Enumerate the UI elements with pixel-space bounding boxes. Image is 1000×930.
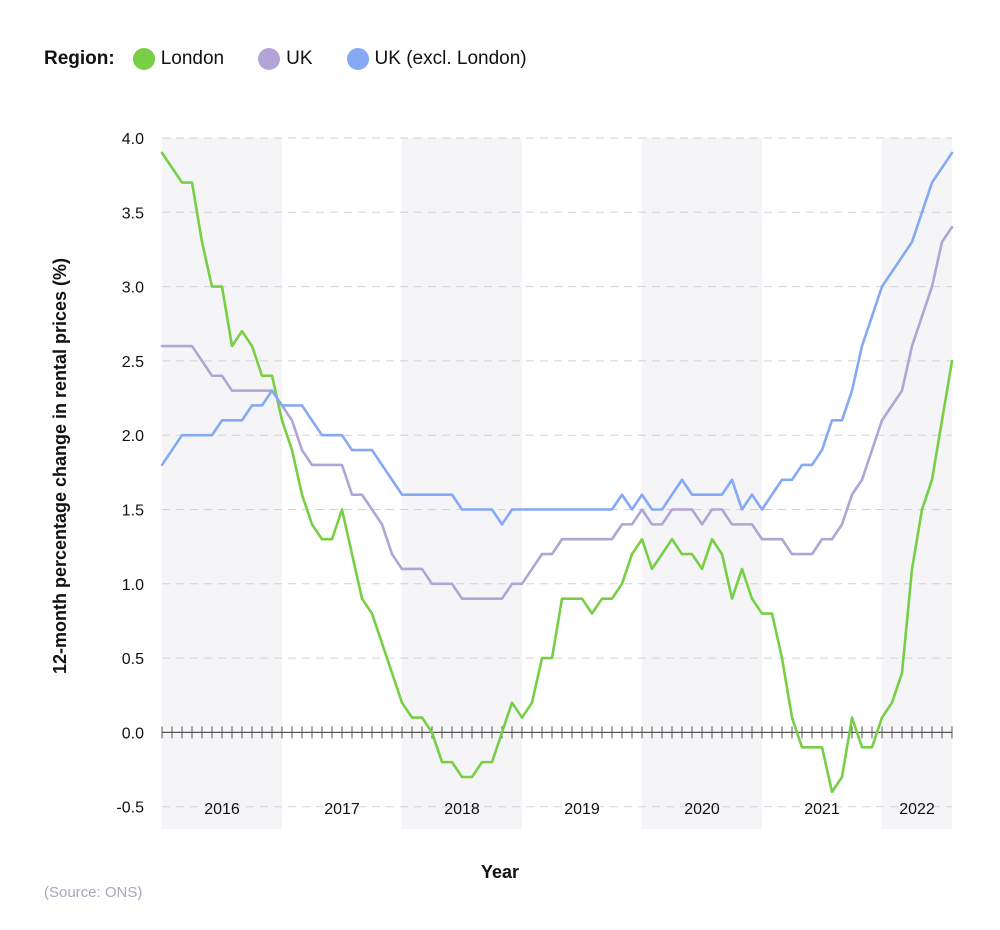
series-line-london (160, 151, 954, 794)
y-tick-label: 0.0 (122, 725, 144, 742)
zero-axis (161, 726, 953, 739)
legend-item-london[interactable]: London (132, 48, 225, 70)
y-tick-label: 3.5 (122, 205, 144, 222)
y-tick-label: 2.5 (122, 354, 144, 371)
legend-swatch-uk (258, 48, 281, 70)
x-tick-label-2020: 2020 (684, 801, 720, 818)
y-tick-label: 1.0 (122, 577, 144, 594)
x-tick-label-2021: 2021 (804, 801, 840, 818)
y-tick-label: 0.5 (122, 651, 144, 668)
legend-label-uk: UK (286, 48, 313, 69)
chart-legend: Region: London UK UK (excl. London) (44, 44, 561, 74)
year-band-2020 (642, 138, 762, 829)
legend-title: Region: (44, 48, 115, 69)
series-line-uk-excl-london (160, 151, 954, 526)
legend-swatch-uk-excl-london (346, 48, 369, 70)
y-axis-title: 12-month percentage change in rental pri… (50, 258, 70, 674)
x-tick-label-2018: 2018 (444, 801, 480, 818)
y-tick-label: 3.0 (122, 280, 144, 297)
y-tick-label: 1.5 (122, 503, 144, 520)
legend-label-uk-excl-london: UK (excl. London) (374, 48, 527, 69)
legend-label-london: London (160, 48, 225, 69)
series-line-uk (160, 225, 954, 600)
y-tick-label: 4.0 (122, 131, 144, 148)
source-note: (Source: ONS) (44, 884, 143, 901)
x-axis-title: Year (481, 862, 519, 882)
x-axis-year-labels: 2016 2017 2018 2019 2020 2021 2022 (204, 801, 935, 818)
x-tick-label-2017: 2017 (324, 801, 360, 818)
x-tick-label-2019: 2019 (564, 801, 600, 818)
year-bands (162, 138, 952, 829)
legend-swatch-london (132, 48, 155, 70)
x-tick-label-2022: 2022 (899, 801, 935, 818)
x-tick-label-2016: 2016 (204, 801, 240, 818)
legend-item-uk[interactable]: UK (258, 48, 313, 70)
y-axis-ticks: 4.0 3.5 3.0 2.5 2.0 1.5 1.0 0.5 0.0 -0.5 (116, 131, 144, 817)
year-band-2018 (402, 138, 522, 829)
legend-item-uk-excl-london[interactable]: UK (excl. London) (346, 48, 527, 70)
y-tick-label: -0.5 (116, 800, 144, 817)
series-lines (160, 151, 954, 794)
y-tick-label: 2.0 (122, 428, 144, 445)
year-band-2016 (162, 138, 282, 829)
